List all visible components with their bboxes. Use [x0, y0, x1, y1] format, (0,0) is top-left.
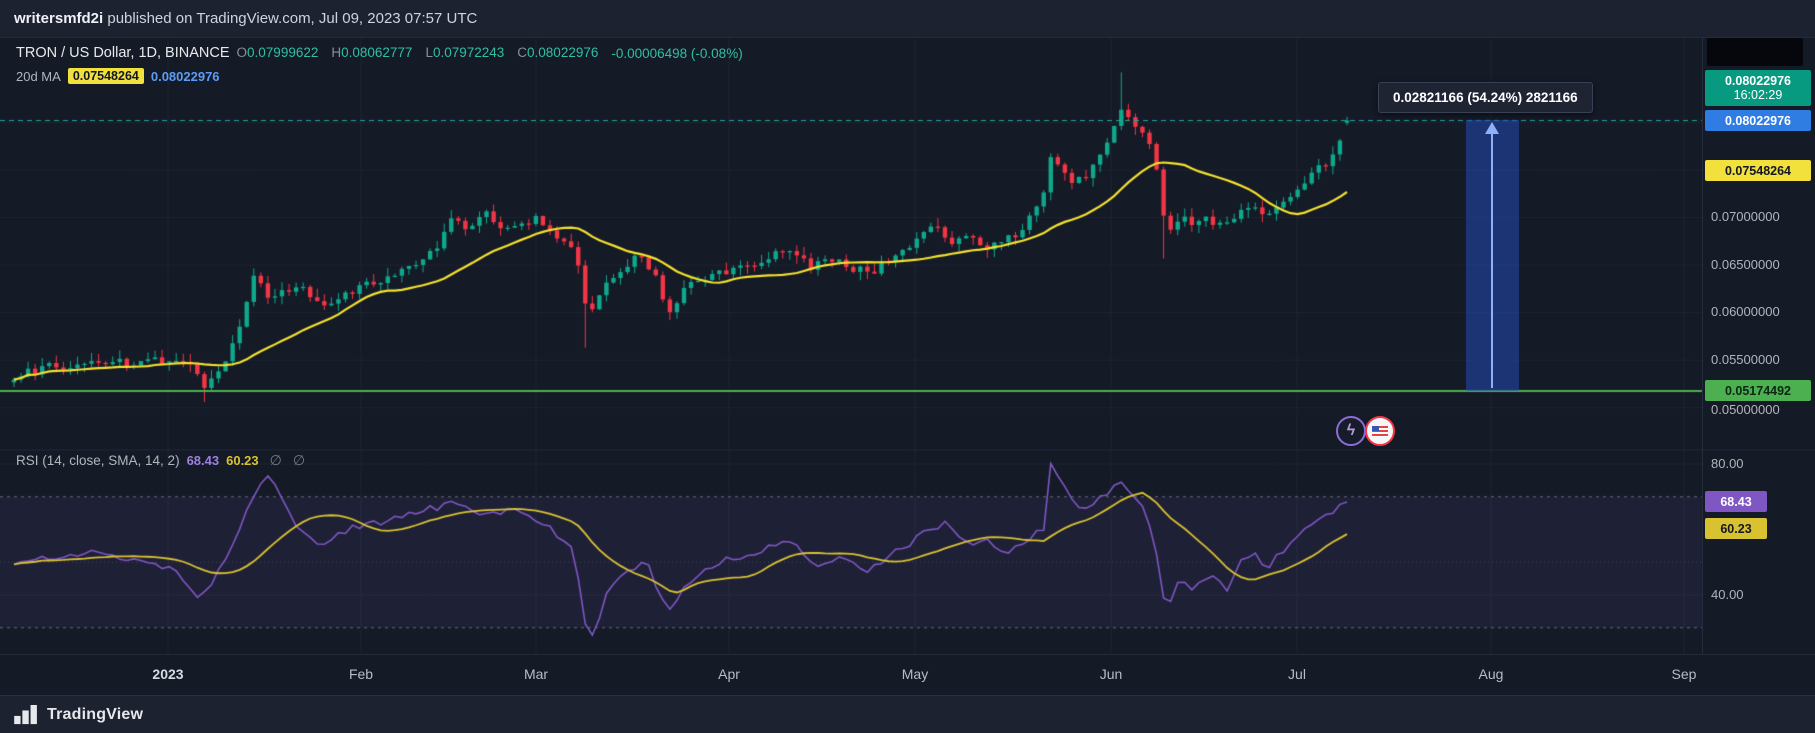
rsi-ma-value-badge: 60.23 [1705, 518, 1767, 539]
rsi-value-badge: 68.43 [1705, 491, 1767, 512]
tradingview-brand[interactable]: TradingView [47, 705, 144, 723]
close-value: C0.08022976 [517, 45, 599, 60]
time-label: Aug [1478, 666, 1504, 682]
measure-tooltip: 0.02821166 (54.24%) 2821166 [1378, 82, 1593, 113]
footer-bar: TradingView [0, 695, 1815, 733]
time-label: Jun [1099, 666, 1123, 682]
price-label: 0.06000000 [1711, 304, 1780, 319]
symbol-legend: TRON / US Dollar, 1D, BINANCE O0.0799962… [16, 44, 743, 62]
open-value: O0.07999622 [236, 45, 319, 60]
tradingview-logo[interactable] [14, 704, 38, 725]
ma-price-badge: 0.07548264 [1705, 160, 1811, 181]
last-price-countdown-badge: 0.08022976 16:02:29 [1705, 70, 1811, 106]
time-label: Apr [718, 666, 740, 682]
rsi-legend: RSI (14, close, SMA, 14, 2) 68.43 60.23 … [16, 452, 305, 469]
time-label: May [901, 666, 929, 682]
support-price-badge: 0.05174492 [1705, 380, 1811, 401]
low-value: L0.07972243 [425, 45, 505, 60]
high-value: H0.08062777 [331, 45, 413, 60]
publish-info: published on TradingView.com, Jul 09, 20… [103, 10, 478, 27]
axis-blank-label [1707, 38, 1803, 66]
ma-legend: 20d MA 0.07548264 0.08022976 [16, 68, 220, 84]
time-label: Feb [348, 666, 374, 682]
lightning-icon[interactable]: ϟ [1336, 416, 1366, 446]
publish-banner: writersmfd2i published on TradingView.co… [0, 0, 1815, 38]
us-flag-icon [1372, 425, 1388, 437]
price-label: 0.05500000 [1711, 352, 1780, 367]
ma-blue-value: 0.08022976 [150, 68, 220, 84]
ma-title[interactable]: 20d MA [16, 68, 61, 84]
change-value: -0.00006498 (-0.08%) [611, 45, 743, 61]
time-scale[interactable]: 2023 Feb Mar Apr May Jun Jul Aug Sep [0, 654, 1815, 695]
rsi-value: 68.43 [186, 453, 220, 468]
rsi-axis-label: 40.00 [1711, 587, 1744, 602]
price-scale[interactable]: 0.08022976 16:02:29 0.08022976 0.0754826… [1702, 38, 1815, 654]
rsi-title[interactable]: RSI (14, close, SMA, 14, 2) [16, 453, 180, 468]
rsi-axis-label: 80.00 [1711, 456, 1744, 471]
price-range-tool[interactable] [1466, 120, 1519, 391]
measure-arrow-icon [1485, 122, 1499, 388]
time-label: Sep [1671, 666, 1697, 682]
bar-countdown: 16:02:29 [1733, 88, 1783, 102]
rsi-ma-value: 60.23 [226, 453, 259, 468]
time-label: 2023 [152, 666, 184, 682]
ma-yellow-value: 0.07548264 [67, 68, 144, 84]
price-label: 0.07000000 [1711, 209, 1780, 224]
symbol-title[interactable]: TRON / US Dollar, 1D, BINANCE [16, 45, 230, 61]
time-label: Jul [1288, 666, 1306, 682]
hidden-value-icon: ∅ [292, 452, 306, 468]
time-label: Mar [523, 666, 549, 682]
publisher-username: writersmfd2i [14, 10, 104, 27]
flag-icon[interactable] [1365, 416, 1395, 446]
price-label: 0.06500000 [1711, 257, 1780, 272]
hidden-value-icon: ∅ [269, 452, 282, 468]
price-label: 0.05000000 [1711, 402, 1780, 417]
blue-ma-price-badge: 0.08022976 [1705, 110, 1811, 131]
